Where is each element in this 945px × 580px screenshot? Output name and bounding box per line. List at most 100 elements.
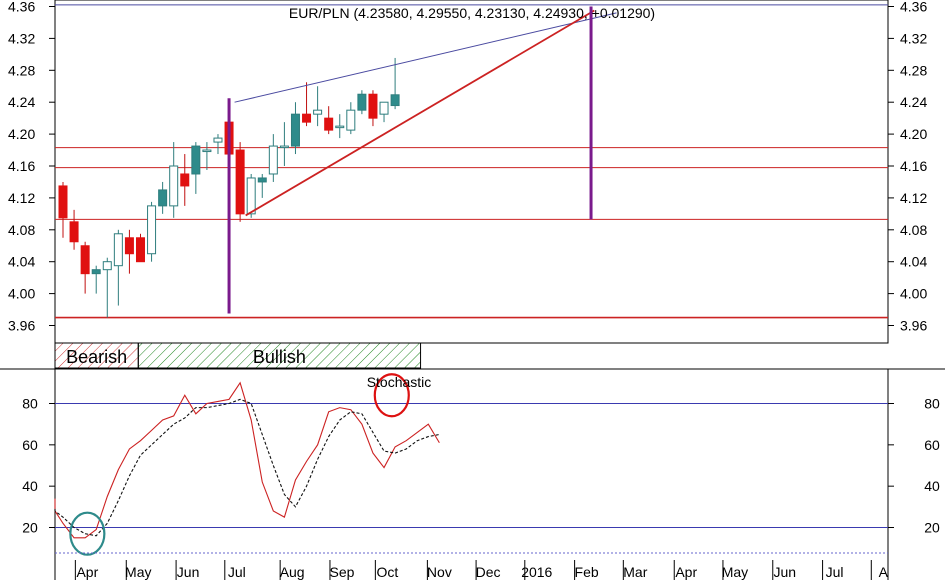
price-tick-label-left: 4.12 xyxy=(8,190,35,206)
price-tick-label-right: 4.04 xyxy=(900,254,927,270)
candle-body xyxy=(379,101,389,115)
x-tick-label: Apr xyxy=(675,564,697,580)
price-tick-label-right: 4.28 xyxy=(900,62,927,78)
stoch-tick-label-right: 80 xyxy=(924,396,940,412)
stoch-k-line xyxy=(54,381,440,539)
x-tick-label: Sep xyxy=(330,564,355,580)
candle-body xyxy=(346,109,356,131)
x-tick-label: Jun xyxy=(773,564,796,580)
x-tick-label: Apr xyxy=(76,564,98,580)
stoch-tick-label-right: 40 xyxy=(924,478,940,494)
candle-body xyxy=(180,173,190,187)
candle-body xyxy=(135,237,145,263)
zone-label-bullish: Bullish xyxy=(253,347,306,367)
candle-body xyxy=(335,125,345,129)
x-tick-label: Dec xyxy=(476,564,501,580)
price-tick-label-left: 4.04 xyxy=(8,254,35,270)
candle-body xyxy=(324,117,334,131)
stoch-signal-line xyxy=(54,398,440,537)
candle-body xyxy=(357,93,367,111)
highlight-circle xyxy=(69,511,106,556)
price-tick-label-right: 4.24 xyxy=(900,94,927,110)
price-tick-label-right: 4.32 xyxy=(900,30,927,46)
stoch-y-axis: 20 20 40 40 60 60 80 80 xyxy=(22,396,940,536)
price-tick-label-right: 4.20 xyxy=(900,126,927,142)
price-panel-frame xyxy=(54,0,889,344)
candle-body xyxy=(158,189,168,207)
candle-body xyxy=(80,245,90,275)
price-y-axis: 4.36 4.36 4.32 4.32 4.28 4.28 4.24 4.24 4.20 4.20… xyxy=(8,0,927,334)
price-tick-label-right: 4.12 xyxy=(900,190,927,206)
x-tick-label: May xyxy=(125,564,151,580)
candle-body xyxy=(69,221,79,243)
stoch-tick-label-left: 80 xyxy=(22,396,38,412)
stoch-tick-label-right: 60 xyxy=(924,437,940,453)
x-tick-label: May xyxy=(722,564,748,580)
stochastic-lines xyxy=(54,381,440,539)
trend-line xyxy=(245,9,595,217)
x-tick-label: Nov xyxy=(427,564,452,580)
price-tick-label-left: 4.00 xyxy=(8,286,35,302)
candle-body xyxy=(368,93,378,119)
candle-body xyxy=(124,237,134,255)
price-tick-label-right: 3.96 xyxy=(900,318,927,334)
x-tick-label: Jul xyxy=(228,564,246,580)
zone-bearish xyxy=(54,342,139,369)
candle-body xyxy=(113,233,123,267)
candle-body xyxy=(58,185,68,219)
trend-line xyxy=(234,12,617,103)
zone-bullish xyxy=(137,342,422,369)
price-tick-label-left: 4.36 xyxy=(8,0,35,15)
price-tick-label-right: 4.16 xyxy=(900,158,927,174)
highlight-circles xyxy=(69,373,410,556)
support-resistance-lines xyxy=(55,4,888,319)
candle-body xyxy=(102,261,112,271)
candle-body xyxy=(279,145,289,149)
x-tick-label: Jun xyxy=(177,564,200,580)
x-tick-label: 2016 xyxy=(521,564,552,580)
x-tick-label: Jul xyxy=(826,564,844,580)
trend-lines xyxy=(234,9,617,217)
candle-body xyxy=(313,109,323,115)
candlesticks xyxy=(58,57,400,318)
price-tick-label-left: 4.16 xyxy=(8,158,35,174)
candle-body xyxy=(390,94,400,107)
candle-body xyxy=(169,165,179,207)
price-tick-label-left: 4.24 xyxy=(8,94,35,110)
price-tick-label-right: 4.00 xyxy=(900,286,927,302)
candle-body xyxy=(235,149,245,215)
x-tick-label: A xyxy=(879,564,889,580)
x-tick-label: Feb xyxy=(575,564,599,580)
candle-body xyxy=(147,205,157,255)
zone-label-bearish: Bearish xyxy=(66,347,127,367)
stoch-title: Stochastic xyxy=(367,374,432,390)
candle-body xyxy=(302,113,312,123)
price-tick-label-left: 4.20 xyxy=(8,126,35,142)
x-axis: Apr May Jun Jul Aug Sep Oct Nov Dec 2016 Feb Mar Apr… xyxy=(55,552,889,580)
vertical-markers xyxy=(227,6,593,314)
price-tick-label-left: 4.32 xyxy=(8,30,35,46)
candle-body xyxy=(202,149,212,153)
candle-body xyxy=(246,177,256,215)
candle-body xyxy=(268,145,278,175)
candle-body xyxy=(91,269,101,275)
stoch-tick-label-right: 20 xyxy=(924,520,940,536)
price-tick-label-right: 4.36 xyxy=(900,0,927,15)
price-chart-title: EUR/PLN (4.23580, 4.29550, 4.23130, 4.24… xyxy=(289,5,655,21)
candle-body xyxy=(290,113,300,147)
stoch-tick-label-left: 40 xyxy=(22,478,38,494)
highlight-circle xyxy=(373,373,410,418)
trend-zones: Bearish Bullish xyxy=(54,342,422,369)
candle-body xyxy=(257,177,267,183)
price-tick-label-left: 4.28 xyxy=(8,62,35,78)
stoch-tick-label-left: 60 xyxy=(22,437,38,453)
x-tick-label: Oct xyxy=(376,564,398,580)
x-tick-label: Aug xyxy=(280,564,305,580)
candle-body xyxy=(213,137,223,143)
price-tick-label-right: 4.08 xyxy=(900,222,927,238)
price-tick-label-left: 3.96 xyxy=(8,318,35,334)
stoch-tick-label-left: 20 xyxy=(22,520,38,536)
price-tick-label-left: 4.08 xyxy=(8,222,35,238)
candle-body xyxy=(191,145,201,175)
